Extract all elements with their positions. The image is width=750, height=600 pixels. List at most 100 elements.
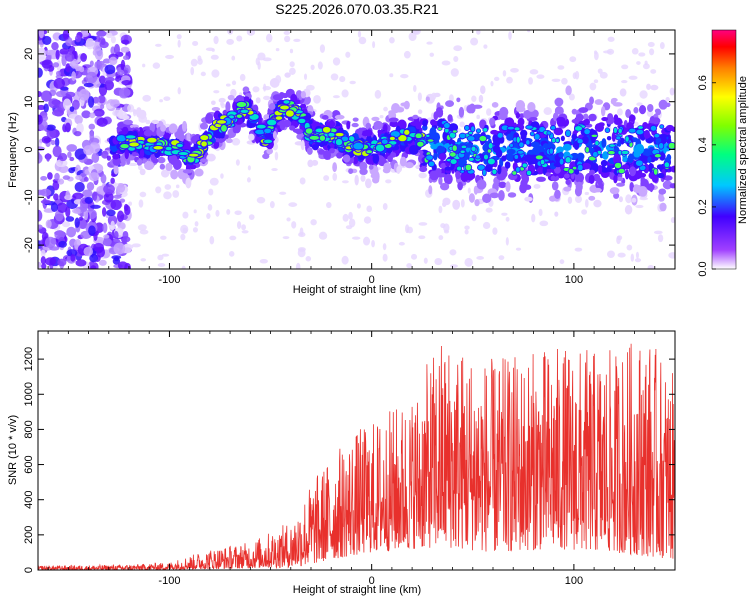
heatmap-cell: [481, 168, 487, 177]
heatmap-cell: [498, 181, 507, 189]
heatmap-cell: [110, 199, 122, 211]
heatmap-cell: [45, 153, 51, 162]
heatmap-cell: [365, 178, 372, 189]
heatmap-cell: [55, 49, 60, 60]
heatmap-cell: [504, 117, 515, 128]
heatmap-cell: [382, 202, 388, 211]
heatmap-cell: [225, 138, 233, 144]
heatmap-cell: [374, 143, 386, 153]
heatmap-cell: [397, 134, 408, 143]
heatmap-cell: [563, 186, 572, 192]
heatmap-cell: [483, 153, 489, 161]
spectrogram-x-label: Height of straight line (km): [293, 284, 421, 296]
heatmap-cell: [103, 234, 110, 239]
snr-y-ticks: 0 200 400 600 800 1000 1200: [23, 347, 675, 573]
heatmap-cell: [45, 219, 52, 229]
heatmap-cell: [604, 127, 611, 134]
heatmap-cell: [550, 175, 560, 182]
heatmap-cell: [530, 141, 540, 148]
heatmap-cell: [228, 251, 235, 257]
heatmap-cell: [172, 190, 180, 198]
heatmap-cell: [269, 201, 275, 209]
heatmap-cell: [74, 181, 85, 193]
heatmap-cell: [553, 127, 564, 136]
heatmap-cell: [75, 175, 83, 181]
heatmap-cell: [351, 236, 361, 240]
heatmap-cell: [115, 134, 127, 143]
heatmap-cell: [613, 174, 618, 184]
heatmap-cell: [589, 82, 597, 91]
heatmap-cell: [110, 100, 121, 108]
heatmap-cell: [53, 193, 59, 201]
heatmap-cell: [486, 148, 492, 154]
heatmap-cell: [305, 256, 312, 262]
heatmap-cell: [235, 159, 240, 166]
heatmap-cell: [83, 82, 94, 88]
heatmap-cell: [359, 161, 368, 171]
heatmap-cell: [106, 32, 113, 39]
heatmap-cell: [594, 99, 604, 105]
heatmap-cell: [506, 148, 516, 155]
heatmap-cell: [614, 117, 623, 125]
heatmap-cell: [427, 160, 436, 168]
heatmap-cell: [482, 193, 492, 204]
heatmap-cell: [102, 238, 112, 246]
heatmap-cell: [453, 56, 459, 62]
heatmap-cell: [665, 124, 675, 132]
heatmap-cell: [51, 42, 59, 51]
heatmap-cell: [533, 184, 541, 189]
heatmap-cell: [607, 36, 615, 42]
heatmap-cell: [405, 162, 414, 169]
heatmap-cell: [647, 156, 652, 164]
heatmap-cell: [224, 134, 229, 140]
heatmap-cell: [185, 177, 192, 189]
heatmap-cell: [389, 120, 399, 128]
heatmap-cell: [293, 38, 301, 43]
heatmap-cell: [485, 207, 493, 213]
heatmap-cell: [403, 100, 410, 110]
heatmap-cell: [138, 158, 143, 166]
heatmap-cell: [50, 202, 58, 212]
heatmap-cell: [624, 135, 630, 143]
heatmap-cell: [456, 165, 463, 172]
heatmap-cell: [67, 151, 72, 159]
heatmap-cell: [640, 172, 647, 178]
colorbar-label: Normalized spectral amplitude: [737, 76, 749, 224]
heatmap-cell: [445, 174, 452, 181]
heatmap-cell: [448, 94, 454, 103]
heatmap-cell: [475, 154, 481, 160]
heatmap-cell: [38, 142, 42, 147]
colorbar: 0.0 0.2 0.4 0.6 Normalized spectral amplitu…: [697, 29, 749, 277]
heatmap-cell: [213, 90, 220, 94]
heatmap-cell: [64, 122, 71, 133]
heatmap-cell: [348, 168, 354, 174]
heatmap-cell: [459, 149, 466, 154]
heatmap-cell: [608, 143, 616, 148]
heatmap-cell: [435, 146, 446, 154]
heatmap-cell: [321, 114, 329, 120]
heatmap-cell: [142, 63, 146, 68]
heatmap-cell: [498, 255, 505, 261]
heatmap-cell: [505, 237, 509, 246]
heatmap-cell: [638, 105, 647, 115]
heatmap-cell: [413, 84, 417, 93]
heatmap-cell: [300, 90, 307, 99]
heatmap-cell: [613, 126, 618, 134]
heatmap-cell: [297, 248, 306, 258]
heatmap-cell: [518, 141, 525, 148]
heatmap-cell: [526, 30, 531, 33]
heatmap-cell: [658, 99, 668, 110]
spectrogram-x-ticks: -100 0 100: [47, 30, 676, 286]
heatmap-cell: [175, 184, 180, 189]
heatmap-cell: [449, 249, 457, 256]
heatmap-cell: [271, 168, 278, 172]
heatmap-cell: [103, 192, 114, 203]
heatmap-cell: [670, 216, 675, 224]
heatmap-cell: [83, 209, 89, 221]
heatmap-cell: [334, 131, 345, 138]
heatmap-cell: [570, 152, 580, 161]
heatmap-cell: [504, 161, 511, 169]
heatmap-cell: [79, 66, 85, 73]
heatmap-cell: [372, 41, 376, 49]
heatmap-cell: [449, 158, 458, 165]
